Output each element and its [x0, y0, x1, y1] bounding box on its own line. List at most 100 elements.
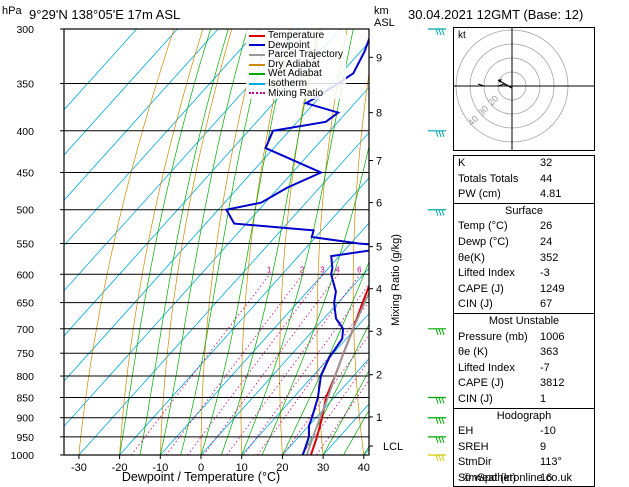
mixing-ratio-label: 3 [320, 265, 325, 274]
index-value: 1 [540, 392, 590, 408]
mixing-ratio-line [317, 274, 445, 455]
hodograph-ring-label: 40 [466, 114, 480, 128]
legend-label: Mixing Ratio [268, 89, 323, 99]
pressure-tick-label: 500 [16, 205, 34, 217]
hpa-label: hPa [2, 5, 22, 17]
index-row: CIN (J) 1 [454, 392, 594, 408]
legend-swatch [249, 35, 265, 37]
asl-label: ASL [374, 17, 395, 29]
wind-barb-flag [439, 131, 441, 137]
index-row: CAPE (J)3812 [454, 376, 594, 392]
legend-swatch [249, 92, 265, 94]
index-label: Lifted Index [458, 266, 515, 282]
hodograph-ring-label: 30 [476, 104, 490, 118]
index-value: 26 [540, 219, 590, 235]
wind-barb-flag [442, 397, 444, 403]
wind-barb-flag [436, 131, 438, 137]
pressure-tick-label: 400 [16, 126, 34, 138]
header-location: 9°29'N 138°05'E 17m ASL [29, 7, 180, 22]
index-label: CAPE (J) [458, 282, 504, 298]
temperature-tick-label: 30 [317, 462, 329, 474]
wind-barb-flag [436, 329, 438, 335]
mixing-ratio-line [244, 274, 376, 455]
wind-barb-flag [442, 418, 444, 424]
km-label: km [374, 5, 389, 17]
km-tick-label: 2 [376, 370, 382, 382]
pressure-tick-label: 450 [16, 167, 34, 179]
index-value: -10 [540, 424, 590, 440]
index-section-title: Hodograph [454, 408, 594, 425]
dry-adiabat-line [422, 29, 445, 455]
mixing-ratio-label: 20 [428, 265, 437, 274]
mixing-ratio-label: 8 [373, 265, 378, 274]
index-row: Lifted Index-3 [454, 266, 594, 282]
header-datetime: 30.04.2021 12GMT (Base: 12) [408, 7, 583, 22]
pressure-tick-label: 1000 [11, 450, 35, 462]
index-value: 24 [540, 235, 590, 251]
legend-item: Mixing Ratio [249, 89, 343, 99]
isotherm-line [0, 29, 259, 455]
dry-adiabat-line [120, 29, 203, 455]
km-tick-label: 6 [376, 198, 382, 210]
index-row: Temp (°C) 26 [454, 219, 594, 235]
index-label: Temp (°C) [458, 219, 508, 235]
km-tick-label: 8 [376, 108, 382, 120]
wind-barb-flag [436, 418, 438, 424]
lcl-label: LCL [383, 441, 403, 453]
wind-barb-flag [442, 29, 444, 35]
index-value: 1249 [540, 282, 590, 298]
x-axis-label: Dewpoint / Temperature (°C) [122, 470, 280, 484]
legend-swatch [249, 54, 265, 56]
index-value: 4.81 [540, 187, 590, 203]
wind-barb-flag [436, 437, 438, 443]
index-label: StmDir [458, 455, 492, 471]
index-value: 113° [540, 455, 590, 471]
temperature-tick-label: -30 [71, 462, 87, 474]
pressure-tick-label: 700 [16, 324, 34, 336]
index-row: CAPE (J) 1249 [454, 282, 594, 298]
dry-adiabat-line [607, 29, 629, 455]
index-label: EH [458, 424, 473, 440]
mixing-ratio-label: 6 [357, 265, 362, 274]
wind-barb-flag [436, 397, 438, 403]
mixing-ratio-label: 15 [410, 265, 419, 274]
index-label: PW (cm) [458, 187, 501, 203]
pressure-tick-label: 850 [16, 392, 34, 404]
index-section-title: Most Unstable [454, 313, 594, 330]
hodograph-ring-label: 20 [486, 93, 500, 107]
index-label: Pressure (mb) [458, 330, 528, 346]
index-label: CIN (J) [458, 392, 493, 408]
wind-barb-flag [439, 418, 441, 424]
wind-barb-flag [442, 455, 444, 461]
index-row: EH -10 [454, 424, 594, 440]
index-label: CIN (J) [458, 297, 493, 313]
km-tick-label: 7 [376, 155, 382, 167]
mixing-ratio-line [204, 274, 339, 455]
index-label: Lifted Index [458, 361, 515, 377]
index-value: -7 [540, 361, 590, 377]
mixing-ratio-label: 4 [335, 265, 340, 274]
index-value: 363 [540, 345, 590, 361]
wet-adiabat-line [120, 29, 211, 455]
wind-barb-flag [439, 397, 441, 403]
pressure-tick-label: 300 [16, 24, 34, 36]
wind-barb-flag [442, 210, 444, 216]
footer-credit: © weatheronline.co.uk [463, 472, 572, 484]
index-row: PW (cm) 4.81 [454, 187, 594, 203]
index-row: Pressure (mb)1006 [454, 330, 594, 346]
wind-barb-flag [439, 329, 441, 335]
index-label: θe(K) [458, 251, 485, 267]
index-label: Totals Totals [458, 172, 518, 188]
wind-barb-flag [439, 455, 441, 461]
index-value: 9 [540, 440, 590, 456]
index-label: θe (K) [458, 345, 488, 361]
km-tick-label: 5 [376, 242, 382, 254]
temperature-tick-label: 40 [358, 462, 370, 474]
wind-barb-flag [439, 210, 441, 216]
pressure-tick-label: 550 [16, 238, 34, 250]
